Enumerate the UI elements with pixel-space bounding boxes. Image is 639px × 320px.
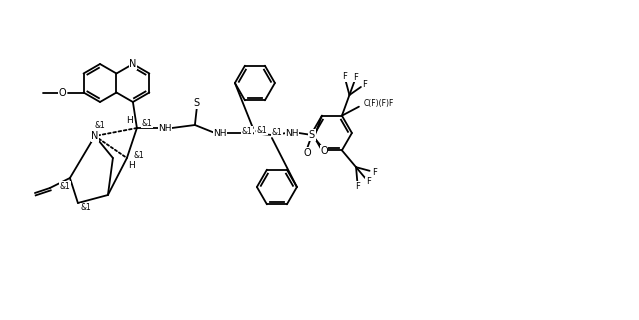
Text: &1: &1: [272, 127, 282, 137]
Text: &1: &1: [95, 121, 105, 130]
Text: C(F)(F)F: C(F)(F)F: [364, 99, 394, 108]
Text: &1: &1: [141, 118, 152, 127]
Text: N: N: [91, 131, 98, 141]
Text: NH: NH: [213, 129, 227, 138]
Text: NH: NH: [285, 129, 298, 138]
Text: S: S: [309, 130, 315, 140]
Text: &1: &1: [242, 126, 252, 135]
Text: &1: &1: [134, 150, 144, 159]
Text: F: F: [362, 80, 367, 89]
Text: &1: &1: [81, 204, 91, 212]
Text: F: F: [366, 177, 371, 186]
Text: N: N: [129, 59, 137, 69]
Text: &1: &1: [59, 181, 70, 190]
Text: F: F: [355, 182, 360, 191]
Text: O: O: [303, 148, 311, 158]
Text: &1: &1: [256, 125, 267, 134]
Text: S: S: [194, 98, 200, 108]
Text: O: O: [320, 146, 328, 156]
Text: F: F: [342, 72, 347, 81]
Text: NH: NH: [158, 124, 172, 132]
Text: F: F: [353, 73, 358, 82]
Text: H: H: [128, 161, 135, 170]
Text: &1: &1: [254, 125, 265, 134]
Text: O: O: [59, 87, 66, 98]
Text: F: F: [372, 168, 377, 177]
Text: H: H: [127, 116, 134, 124]
